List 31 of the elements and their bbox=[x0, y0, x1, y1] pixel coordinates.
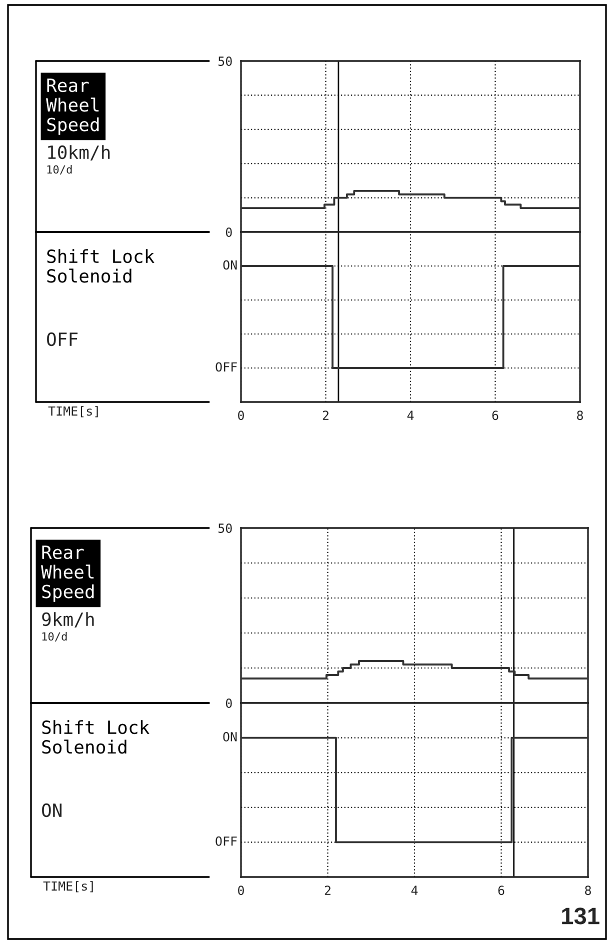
x-tick-label: 8 bbox=[585, 886, 591, 896]
y-tick-label: 50 bbox=[218, 524, 232, 533]
x-tick-label: 8 bbox=[577, 410, 583, 420]
text: TIME[s] bbox=[43, 881, 93, 892]
text: ON bbox=[42, 803, 62, 818]
y-tick-label: 0 bbox=[226, 228, 232, 237]
x-tick-label: 0 bbox=[238, 886, 244, 896]
text: OFF bbox=[216, 362, 237, 372]
text: 10/d bbox=[42, 632, 67, 642]
text: OFF bbox=[216, 836, 237, 846]
text: TIME[s] bbox=[48, 406, 98, 418]
x-tick-label: 0 bbox=[238, 410, 244, 420]
text: ON bbox=[223, 732, 237, 742]
x-tick-label: 2 bbox=[322, 410, 328, 420]
text: 131 bbox=[562, 908, 600, 924]
x-tick-label: 4 bbox=[407, 410, 414, 420]
x-tick-label: 2 bbox=[324, 886, 330, 895]
y-tick-label: 0 bbox=[226, 698, 232, 708]
x-tick-label: 6 bbox=[498, 886, 504, 896]
text: 9km/h bbox=[42, 612, 94, 628]
text: 10/d bbox=[47, 165, 72, 175]
text: OFF bbox=[47, 332, 78, 346]
text: 10km/h bbox=[48, 145, 110, 160]
y-axis-title: Shift Lock Solenoid bbox=[42, 720, 150, 754]
x-tick-label: 4 bbox=[411, 886, 418, 895]
text: ON bbox=[223, 260, 237, 270]
x-tick-label: 6 bbox=[492, 410, 498, 420]
y-axis-title: Rear Wheel Speed bbox=[41, 546, 94, 602]
y-tick-label: 50 bbox=[218, 56, 232, 66]
y-axis-title: Rear Wheel Speed bbox=[46, 78, 99, 135]
y-axis-title: Shift Lock Solenoid bbox=[47, 249, 154, 283]
